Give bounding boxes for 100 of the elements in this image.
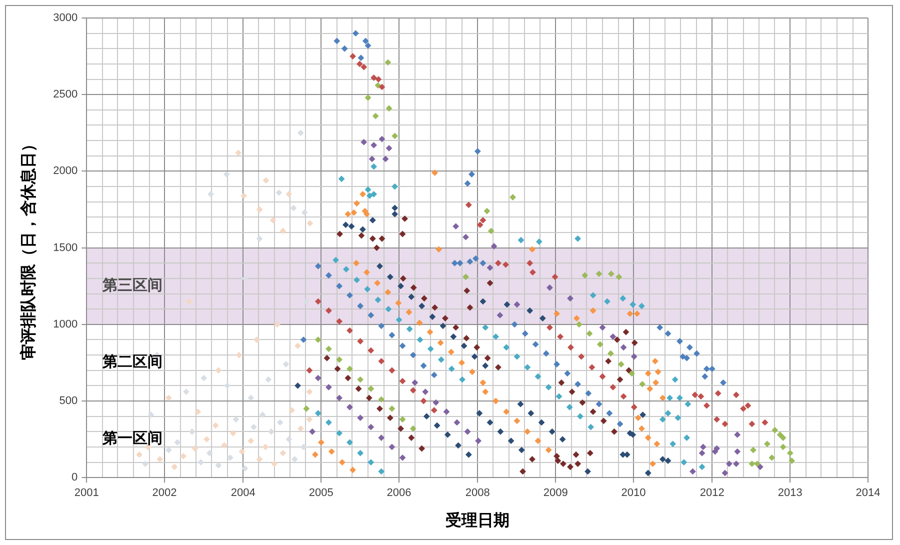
- point: [757, 464, 764, 470]
- point: [224, 382, 230, 389]
- point: [378, 434, 384, 441]
- x-tick-label: 2013: [778, 487, 802, 500]
- point: [748, 460, 755, 467]
- point: [466, 258, 473, 265]
- point: [665, 330, 672, 337]
- point: [714, 416, 720, 422]
- point: [431, 372, 438, 378]
- point: [546, 324, 553, 330]
- point: [733, 392, 740, 398]
- point: [700, 444, 706, 450]
- point: [540, 315, 546, 322]
- point: [342, 222, 349, 228]
- point: [421, 295, 428, 302]
- point: [475, 438, 482, 444]
- point: [398, 426, 404, 432]
- point: [666, 394, 673, 401]
- point: [557, 334, 564, 340]
- point: [748, 420, 755, 427]
- point: [480, 380, 486, 386]
- point: [518, 237, 524, 244]
- point: [704, 366, 710, 372]
- point: [560, 436, 566, 442]
- point: [374, 82, 381, 88]
- point: [452, 260, 458, 266]
- point: [461, 342, 468, 349]
- point: [676, 338, 683, 344]
- point: [256, 206, 263, 212]
- point: [535, 438, 542, 444]
- point: [448, 348, 454, 355]
- point: [400, 454, 406, 461]
- point: [336, 356, 342, 363]
- point: [262, 177, 269, 184]
- point: [303, 406, 310, 412]
- point: [463, 335, 470, 342]
- annotation: 第二区间: [102, 352, 163, 371]
- point: [148, 412, 154, 418]
- point: [638, 426, 645, 432]
- point: [556, 393, 562, 400]
- point: [596, 270, 602, 277]
- point: [582, 272, 588, 278]
- point: [418, 303, 425, 310]
- point: [452, 223, 459, 230]
- point: [339, 459, 346, 466]
- point: [387, 414, 394, 421]
- point: [587, 450, 594, 456]
- point: [488, 228, 494, 234]
- point: [455, 442, 462, 448]
- point: [787, 450, 794, 456]
- point: [372, 113, 379, 120]
- point: [503, 344, 510, 350]
- point: [514, 354, 520, 360]
- point: [567, 464, 574, 470]
- point: [348, 223, 354, 230]
- point: [512, 321, 518, 328]
- point: [356, 60, 363, 67]
- point: [306, 220, 313, 226]
- point: [402, 216, 408, 222]
- point: [720, 380, 726, 386]
- point: [660, 416, 666, 422]
- point: [346, 292, 353, 298]
- point: [686, 344, 693, 350]
- point: [554, 453, 560, 460]
- point: [365, 42, 372, 49]
- point: [400, 342, 406, 349]
- point: [174, 439, 180, 446]
- point: [590, 292, 596, 298]
- point: [232, 416, 239, 422]
- point: [315, 410, 322, 416]
- point: [704, 402, 710, 409]
- point: [429, 314, 436, 320]
- point: [392, 211, 398, 218]
- point: [344, 375, 351, 382]
- point: [286, 191, 292, 198]
- point: [597, 341, 604, 348]
- point: [386, 145, 392, 152]
- point: [635, 414, 642, 421]
- point: [385, 306, 392, 312]
- point: [352, 30, 359, 36]
- point: [242, 465, 248, 472]
- point: [444, 432, 451, 438]
- point: [690, 468, 696, 474]
- point: [326, 272, 332, 278]
- point: [248, 438, 254, 444]
- point: [370, 236, 376, 242]
- point: [768, 454, 775, 461]
- point: [288, 407, 295, 414]
- point: [586, 330, 593, 337]
- point: [346, 366, 353, 372]
- point: [684, 401, 691, 408]
- point: [660, 394, 666, 401]
- point: [526, 260, 533, 266]
- point: [171, 464, 178, 470]
- point: [326, 346, 332, 352]
- point: [568, 344, 574, 350]
- point: [660, 456, 666, 462]
- point: [368, 312, 374, 318]
- point: [410, 284, 417, 291]
- point: [654, 440, 660, 447]
